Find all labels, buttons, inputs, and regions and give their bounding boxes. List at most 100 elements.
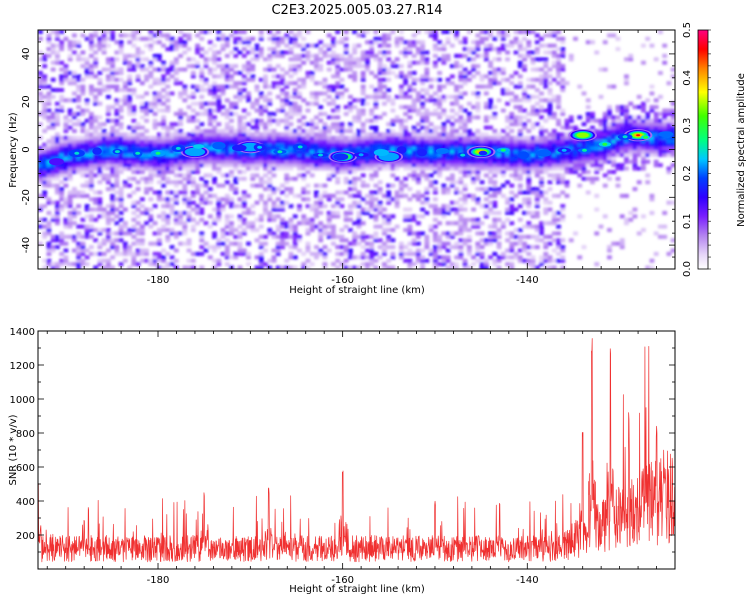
spectrogram-cell [224, 64, 230, 69]
spectrogram-cell [428, 98, 434, 103]
spectrogram-cell [607, 159, 612, 164]
spectrogram-cell [182, 159, 188, 164]
spectrogram-cell [500, 77, 506, 82]
spectrogram-cell [46, 33, 52, 38]
spectrogram-cell [54, 142, 60, 147]
spectrogram-cell [114, 166, 120, 171]
spectrogram-cell [46, 98, 52, 103]
spectrogram-cell [517, 105, 523, 110]
spectrogram-cell [54, 43, 60, 48]
spectrogram-cell [318, 40, 324, 45]
spectrogram-cell [46, 142, 52, 147]
spectrogram-cell [54, 169, 60, 174]
spectrogram-cell [76, 255, 82, 260]
spectrogram-cell [148, 258, 154, 263]
spectrogram-cell [105, 88, 111, 93]
spectrogram-cell [577, 166, 583, 171]
spectrogram-cell [432, 207, 438, 212]
spectrogram-cell [322, 224, 328, 229]
spectrogram-cell [118, 190, 124, 195]
spectrogram-cell [615, 241, 621, 246]
spectrogram-cell [199, 94, 205, 99]
spectrogram-cell [156, 40, 162, 45]
spectrogram-cell [46, 115, 52, 120]
spectrogram-cell [233, 228, 239, 233]
spectrogram-cell [364, 118, 370, 123]
spectrogram-cell [517, 84, 523, 89]
spectrogram-cell [479, 84, 485, 89]
spectrogram-cell [543, 43, 549, 48]
spectrogram-cell [71, 166, 77, 171]
spectrogram-cell [360, 255, 366, 260]
spectrogram-cell [471, 91, 477, 96]
spectrogram-cell [415, 190, 421, 195]
spectrogram-cell [505, 30, 510, 35]
spectrogram-cell [517, 60, 523, 65]
spectrogram-cell [220, 156, 226, 161]
spectrogram-cell [564, 132, 570, 137]
spectrogram-cell [110, 159, 116, 164]
spectrogram-cell [152, 204, 158, 209]
spectrogram-cell [373, 166, 379, 171]
spectrogram-cell [207, 88, 213, 93]
spectrogram-cell [445, 40, 451, 45]
spectrogram-cell [505, 118, 510, 123]
spectrogram-cell [169, 67, 175, 72]
spectrogram-cell [475, 70, 481, 75]
spectrogram-cell [543, 33, 549, 38]
spectrogram-cell [165, 67, 171, 72]
spectrogram-cell [50, 169, 56, 174]
spectrogram-cell [386, 77, 392, 82]
spectrogram-cell [517, 53, 523, 58]
spectrogram-cell [590, 142, 595, 147]
spectrogram-cell [186, 142, 192, 147]
spectrogram-cell [50, 60, 56, 65]
spectrogram-cell [466, 234, 472, 239]
spectrogram-cell [539, 180, 544, 185]
spectrogram-cell [267, 129, 273, 134]
spectrogram-cell [619, 146, 625, 151]
spectrogram-cell [466, 159, 472, 164]
spectrogram-cell [195, 50, 200, 55]
spectrogram-cell [407, 262, 413, 267]
spectrogram-cell [624, 193, 629, 198]
spectrogram-cell [258, 122, 264, 127]
spectrogram-cell [428, 180, 434, 185]
spectrogram-cell [543, 190, 549, 195]
spectrogram-cell [500, 129, 506, 134]
spectrogram-cell [195, 135, 200, 140]
spectrogram-cell [556, 173, 561, 178]
spectrogram-cell [335, 67, 341, 72]
spectrogram-cell [331, 60, 336, 65]
spectrogram-cell [539, 231, 544, 236]
spectrogram-cell [407, 166, 413, 171]
spectrogram-cell [594, 207, 600, 212]
spectrogram-cell [539, 36, 544, 41]
spectrogram-cell [530, 190, 536, 195]
spectrogram-cell [462, 197, 468, 202]
spectrogram-cell [364, 183, 370, 188]
spectrogram-cell [292, 111, 298, 116]
spectrogram-cell [144, 258, 150, 263]
spectrogram-cell [420, 207, 426, 212]
spectrogram-cell [173, 190, 179, 195]
spectrogram-cell [263, 207, 268, 212]
spectrogram-cell [250, 64, 256, 69]
spectrogram-cell [522, 125, 527, 130]
spectrogram-cell [237, 122, 243, 127]
spectrogram-cell [237, 251, 243, 256]
spectrogram-cell [373, 214, 379, 219]
spectrogram-cell [297, 207, 302, 212]
spectrogram-cell [80, 64, 86, 69]
spectrogram-cell [314, 255, 319, 260]
spectrogram-cell [258, 94, 264, 99]
spectrogram-cell [543, 129, 549, 134]
spectrogram-cell [432, 129, 438, 134]
spectrogram-cell [237, 152, 243, 157]
spectrogram-cell [522, 146, 527, 151]
spectrogram-cell [522, 67, 527, 72]
spectrogram-cell [54, 166, 60, 171]
spectrogram-cell [110, 183, 116, 188]
spectrogram-cell [471, 64, 477, 69]
spectrogram-cell [152, 262, 158, 267]
